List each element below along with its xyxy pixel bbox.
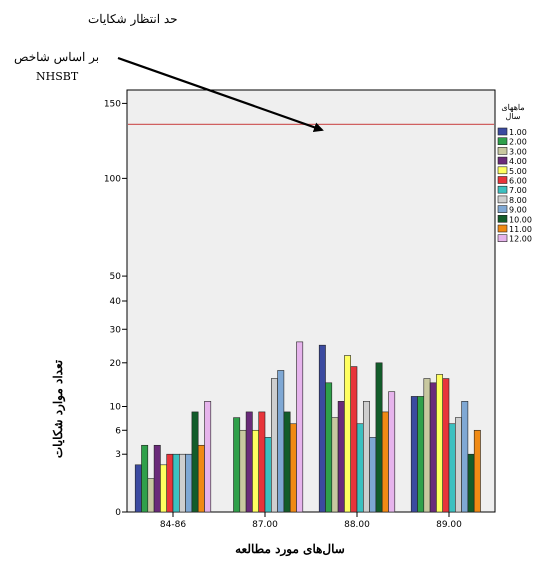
bar (337, 401, 345, 513)
y-tick-label: 0 (115, 508, 121, 518)
annotation-arrow (117, 56, 324, 133)
legend-label: 10.00 (509, 215, 532, 224)
bar (318, 344, 326, 513)
bar (344, 355, 351, 513)
bar (448, 423, 456, 513)
legend-swatch (497, 176, 508, 184)
x-tick-label: 89.00 (436, 520, 462, 530)
legend-label: 11.00 (509, 225, 532, 234)
bar (356, 423, 364, 513)
bar (467, 453, 475, 513)
y-tick-label: 150 (104, 99, 121, 109)
x-tick-label: 88.00 (344, 520, 370, 530)
x-tick-label: 84-86 (160, 520, 186, 530)
annotation-line-3: NHSBT (36, 70, 79, 83)
legend-label: 7.00 (509, 186, 527, 195)
y-axis-label: تعداد موارد شکایات (51, 359, 65, 459)
bar (375, 362, 383, 513)
bar (429, 382, 437, 513)
legend-label: 3.00 (509, 147, 527, 156)
legend-swatch (497, 156, 508, 165)
bar (233, 417, 241, 513)
bar (264, 437, 272, 513)
y-tick-label: 6 (115, 426, 121, 436)
bar (245, 411, 253, 513)
legend-label: 8.00 (509, 196, 527, 205)
bar (410, 396, 418, 513)
legend-swatch (497, 224, 508, 233)
bar (204, 401, 212, 513)
annotation-line-2: بر اساس شاخص (14, 50, 100, 64)
bar (436, 374, 443, 513)
bar (388, 391, 396, 513)
bar (454, 417, 462, 513)
bar (166, 453, 174, 513)
x-tick-label: 87.00 (252, 520, 278, 530)
bar (381, 411, 389, 513)
legend-label: 6.00 (509, 177, 527, 186)
legend-swatch (497, 147, 508, 155)
bar (239, 429, 247, 513)
bar (179, 453, 186, 513)
bar (270, 378, 278, 513)
legend-label: 1.00 (509, 128, 527, 137)
legend-swatch (497, 205, 508, 213)
legend-swatch (497, 127, 508, 136)
bar (331, 417, 339, 513)
bar (252, 429, 259, 513)
legend-label: 12.00 (509, 235, 532, 244)
bar (160, 464, 167, 513)
bar (369, 437, 377, 513)
legend-swatch (497, 215, 508, 223)
legend-title: ماههای سال (501, 103, 525, 121)
bar (172, 453, 180, 513)
x-axis-label: سال‌های مورد مطالعه (235, 542, 345, 556)
bar (350, 366, 358, 513)
legend-swatch (497, 185, 508, 194)
bar (461, 401, 469, 513)
bar (296, 341, 304, 513)
legend-swatch (497, 137, 508, 145)
bar (277, 370, 285, 513)
bar (423, 378, 431, 513)
legend-label: 4.00 (509, 157, 527, 166)
y-tick-label: 3 (115, 450, 121, 460)
y-tick-label: 50 (110, 272, 122, 282)
bar (258, 411, 266, 513)
y-tick-label: 20 (110, 359, 122, 369)
legend-swatch (497, 166, 508, 175)
bar (153, 444, 161, 513)
bar (191, 411, 199, 513)
bar (417, 396, 425, 513)
bar (147, 478, 155, 513)
y-tick-label: 100 (104, 174, 121, 184)
legend-swatch (497, 234, 508, 242)
bar (185, 453, 193, 513)
bar (141, 444, 149, 513)
y-tick-label: 10 (110, 403, 122, 413)
legend-label: 9.00 (509, 206, 527, 215)
legend-swatch (497, 195, 508, 204)
bar (362, 401, 370, 513)
bar (473, 429, 481, 513)
bar (442, 378, 450, 513)
y-tick-label: 30 (110, 325, 122, 335)
annotation-line-1: حد انتظار شکایات (88, 12, 178, 26)
bar (283, 411, 291, 513)
bar (325, 382, 333, 513)
y-tick-label: 40 (110, 297, 122, 307)
legend-label: 5.00 (509, 167, 527, 176)
legend-label: 2.00 (509, 138, 527, 147)
bar (134, 464, 142, 513)
bar (197, 444, 205, 513)
bar (289, 423, 297, 513)
